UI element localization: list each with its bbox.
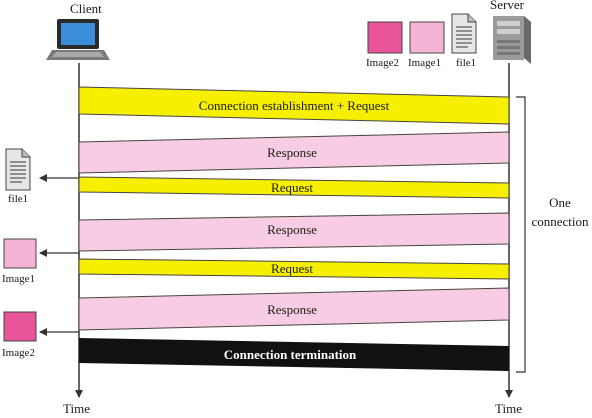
response-text-1: Response [267,145,317,160]
one-connection-label-line2: connection [531,214,589,229]
client-label: Client [70,1,102,16]
connection-request-band [78,86,510,125]
client-time-label: Time [63,401,90,416]
connection-request-text: Connection establishment + Request [199,98,390,113]
request-band-3 [78,258,510,280]
response-text-3: Response [267,302,317,317]
server-file1-label: file1 [456,57,476,69]
server-image2-label: Image2 [366,57,399,69]
server-file1-document-icon [451,13,477,54]
received-image2-icon [3,311,37,342]
connection-termination-band [79,338,509,371]
request-text-2: Request [271,180,313,195]
received-image1-icon [3,238,37,269]
server-image2-icon [367,21,403,54]
response-band-2 [78,212,510,252]
server-tower-icon [493,16,531,64]
request-band-2 [78,176,510,199]
laptop-icon [46,19,110,60]
one-connection-label-line1: One [549,195,571,210]
received-image2-label: Image2 [2,347,35,359]
received-image1-label: Image1 [2,273,35,285]
server-image1-label: Image1 [408,57,441,69]
connection-termination-text: Connection termination [224,347,357,362]
response-text-2: Response [267,222,317,237]
server-time-label: Time [495,401,522,416]
received-file1-label: file1 [8,193,28,205]
received-file1-document-icon [5,148,31,191]
server-label: Server [490,0,525,12]
server-image1-icon [409,21,445,54]
response-band-3 [78,287,510,331]
request-text-3: Request [271,261,313,276]
one-connection-bracket [516,96,526,373]
response-band-1 [78,131,510,174]
